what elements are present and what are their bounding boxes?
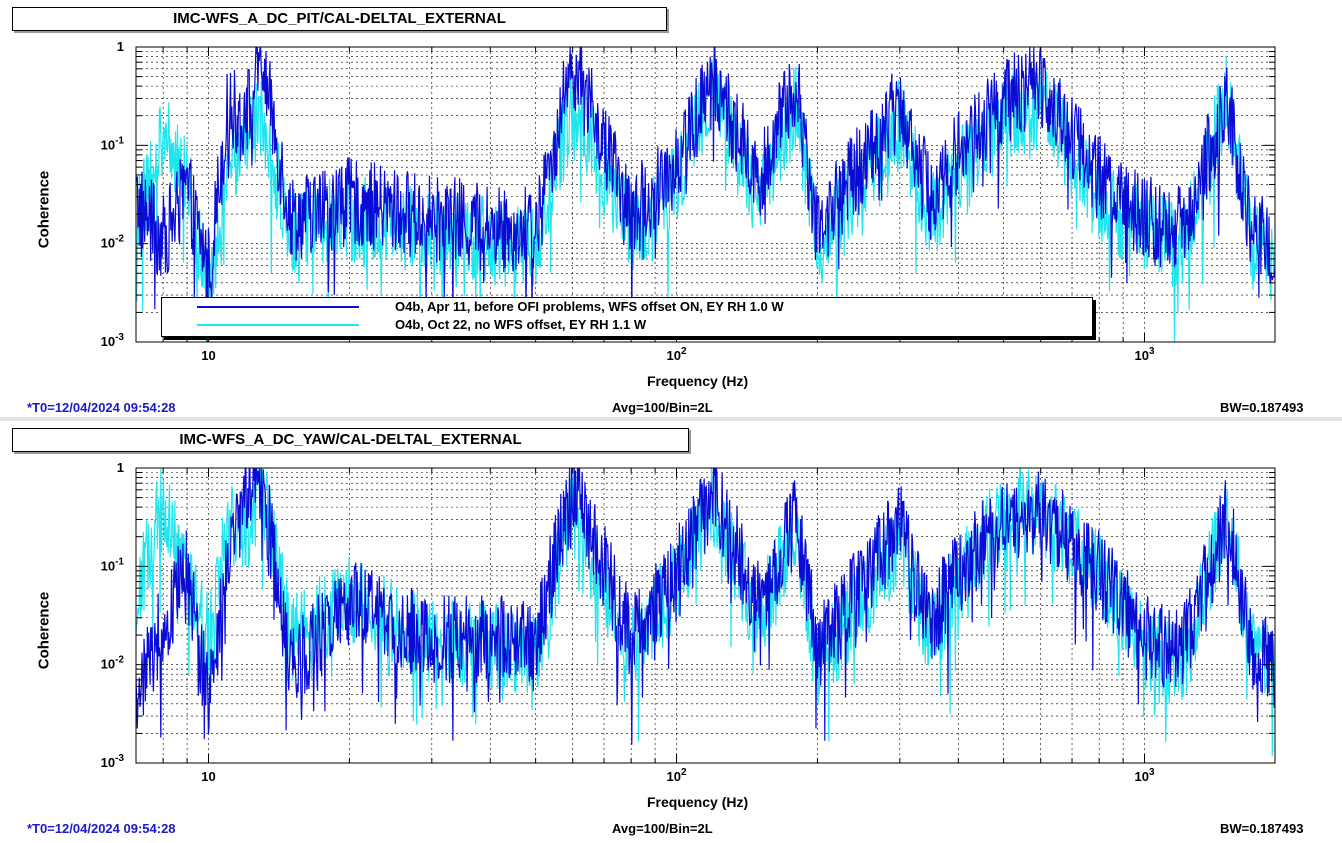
legend-entry-apr11: O4b, Apr 11, before OFI problems, WFS of… (162, 298, 1092, 316)
legend-box: O4b, Apr 11, before OFI problems, WFS of… (161, 297, 1093, 337)
x-tick-label: 10 (201, 348, 215, 363)
legend-label-oct22: O4b, Oct 22, no WFS offset, EY RH 1.1 W (395, 317, 647, 332)
plot-title-yaw: IMC-WFS_A_DC_YAW/CAL-DELTAL_EXTERNAL (12, 428, 689, 452)
footer-avg-yaw: Avg=100/Bin=2L (612, 821, 713, 836)
legend-label-apr11: O4b, Apr 11, before OFI problems, WFS of… (395, 299, 784, 314)
series-traces (136, 47, 1275, 342)
y-tick-label: 1 (117, 460, 124, 475)
plot-frame (135, 467, 1276, 764)
x-ticks (135, 468, 1146, 763)
panel-divider (0, 417, 1342, 422)
x-tick-label: 102 (667, 346, 687, 363)
legend-entry-oct22: O4b, Oct 22, no WFS offset, EY RH 1.1 W (162, 316, 1092, 334)
footer-t0-pit: *T0=12/04/2024 09:54:28 (27, 400, 176, 415)
y-axis-label-pit: Coherence (35, 170, 53, 249)
x-tick-labels: 10 102 103 (201, 767, 1155, 784)
series-traces (136, 468, 1275, 757)
x-tick-label: 103 (1135, 767, 1155, 784)
y-tick-label: 10-3 (101, 753, 125, 770)
x-axis-label-pit: Frequency (Hz) (647, 373, 749, 389)
x-tick-labels: 10 102 103 (201, 346, 1155, 363)
series-line-oct22 (136, 55, 1275, 342)
y-tick-label: 10-1 (101, 135, 125, 152)
y-tick-label: 10-2 (101, 234, 125, 251)
legend-swatch-oct22 (197, 324, 359, 326)
legend-swatch-apr11 (197, 306, 359, 308)
y-tick-labels: 10-3 10-2 10-1 1 (101, 39, 125, 349)
footer-t0-yaw: *T0=12/04/2024 09:54:28 (27, 821, 176, 836)
x-tick-label: 103 (1135, 346, 1155, 363)
y-tick-label: 10-1 (101, 556, 125, 573)
y-tick-label: 10-2 (101, 655, 125, 672)
y-tick-label: 1 (117, 39, 124, 54)
x-tick-label: 10 (201, 769, 215, 784)
footer-bw-pit: BW=0.187493 (1220, 400, 1304, 415)
plot-area-yaw: 10 102 103 10-3 10-2 10-1 1 (101, 460, 1276, 784)
y-ticks (136, 467, 1275, 764)
plot-frame (135, 46, 1276, 343)
footer-bw-yaw: BW=0.187493 (1220, 821, 1304, 836)
plot-area-pit: 10 102 103 10-3 10-2 10-1 1 (101, 39, 1276, 363)
y-ticks (136, 46, 1275, 343)
x-tick-label: 102 (667, 767, 687, 784)
series-line-apr11 (136, 47, 1275, 342)
plot-title-pit: IMC-WFS_A_DC_PIT/CAL-DELTAL_EXTERNAL (12, 7, 667, 31)
series-line-apr11 (136, 468, 1275, 745)
coherence-panel-yaw: 10 102 103 10-3 10-2 10-1 1 IMC-WFS_A_DC_YAW/C… (0, 421, 1342, 843)
y-axis-label-yaw: Coherence (35, 591, 53, 670)
y-tick-labels: 10-3 10-2 10-1 1 (101, 460, 125, 770)
footer-avg-pit: Avg=100/Bin=2L (612, 400, 713, 415)
x-axis-label-yaw: Frequency (Hz) (647, 794, 749, 810)
y-tick-label: 10-3 (101, 332, 125, 349)
coherence-panel-pit: 10 102 103 10-3 10-2 10-1 1 IMC-WFS_A_DC_PIT/C… (0, 0, 1342, 418)
